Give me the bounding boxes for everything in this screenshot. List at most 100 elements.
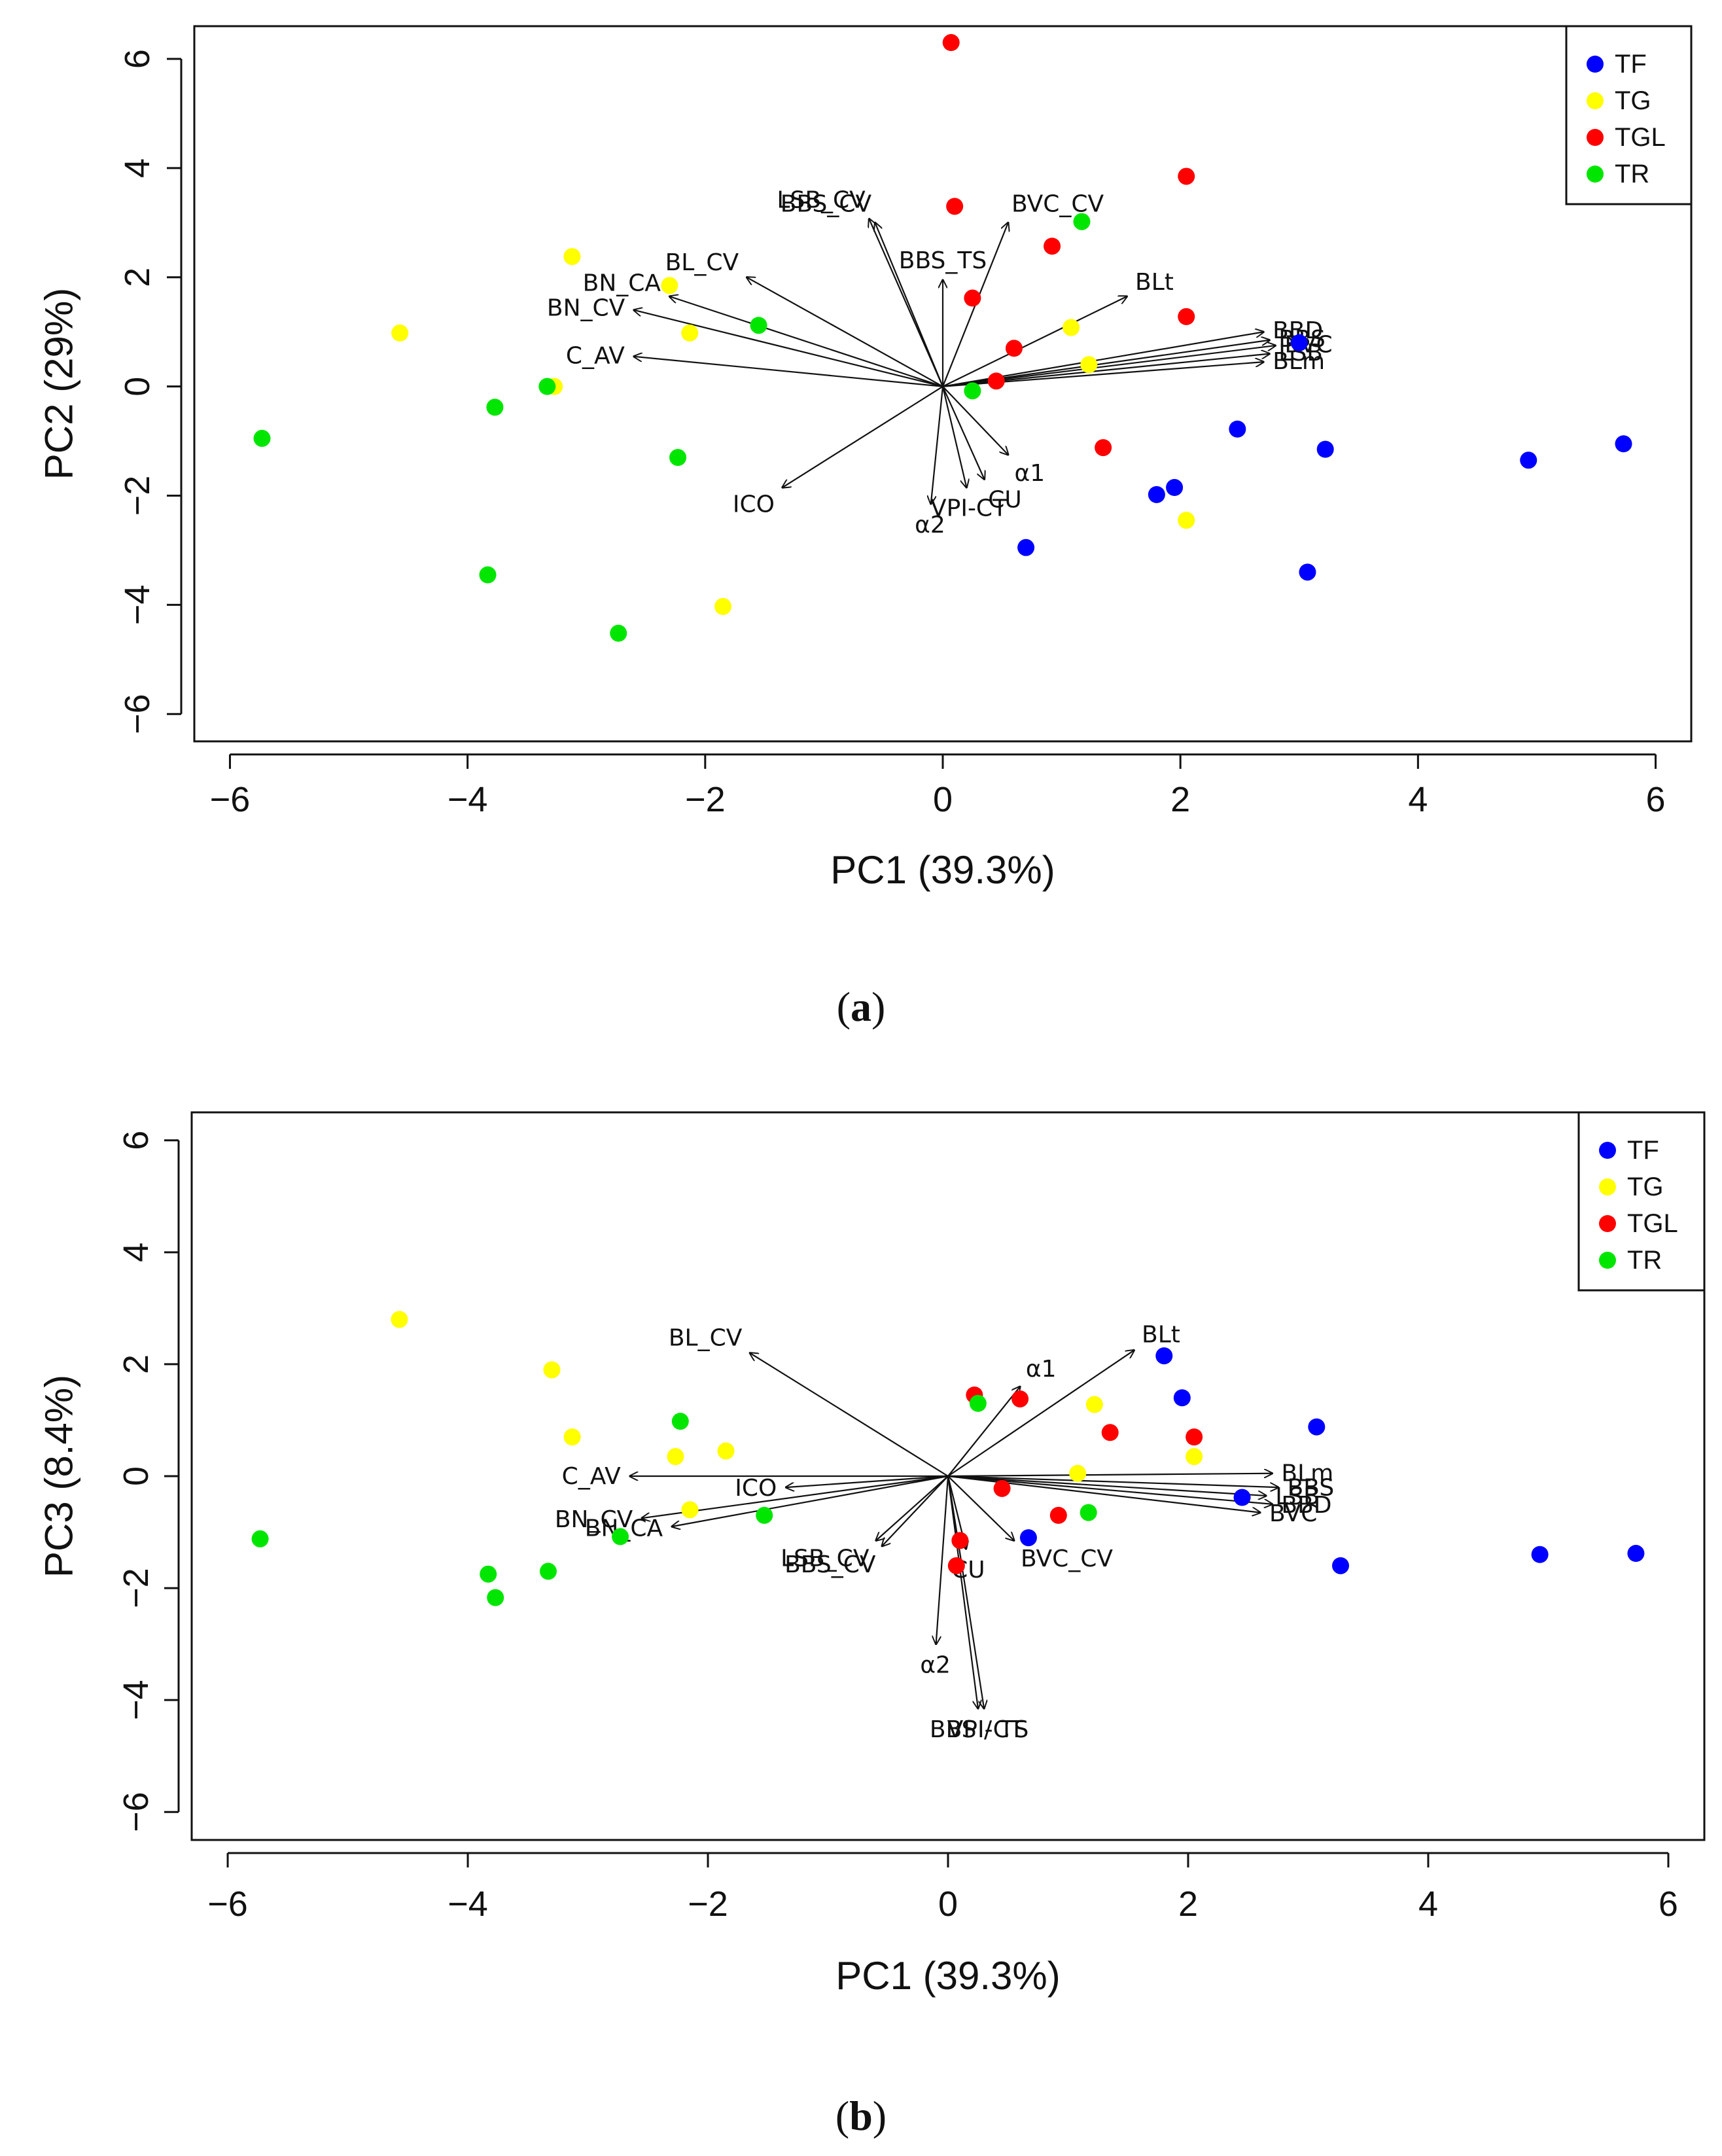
loading-label: BLm	[1273, 348, 1325, 375]
point-tf	[1316, 440, 1334, 458]
legend-swatch	[1587, 56, 1604, 73]
point-tf	[1166, 479, 1184, 497]
point-tg	[543, 1361, 561, 1379]
x-tick-label: 2	[1178, 1884, 1198, 1924]
point-tr	[756, 1506, 773, 1524]
y-tick-label: −6	[118, 694, 157, 734]
point-tr	[538, 378, 556, 395]
legend-label: TGL	[1615, 123, 1666, 152]
point-tf	[1299, 563, 1316, 581]
point-tr	[479, 566, 497, 584]
point-tgl	[964, 289, 981, 307]
x-tick-label: −4	[448, 780, 488, 819]
legend-swatch	[1599, 1178, 1616, 1195]
legend-swatch	[1587, 166, 1604, 183]
y-tick-label: 2	[116, 1354, 156, 1374]
point-tr	[969, 1394, 987, 1412]
x-tick-label: −2	[688, 1884, 728, 1924]
point-tf	[1233, 1489, 1251, 1506]
x-tick-label: 0	[938, 1884, 958, 1924]
legend-label: TGL	[1627, 1209, 1678, 1238]
legend-swatch	[1587, 92, 1604, 109]
point-tf	[1520, 451, 1538, 469]
loading-label: VPI-CT	[947, 1716, 1025, 1743]
x-tick-label: 2	[1170, 780, 1190, 819]
plot-frame	[190, 1111, 1706, 1841]
loading-arrow	[876, 1476, 949, 1540]
point-tf	[1531, 1546, 1549, 1563]
loading-label: C_AV	[566, 342, 625, 369]
point-tf	[1308, 1418, 1326, 1436]
point-tgl	[1005, 340, 1023, 357]
loading-label: α2	[915, 512, 945, 539]
point-tg	[391, 1311, 408, 1328]
point-tg	[391, 324, 409, 342]
loading-label: BL_CV	[669, 1324, 743, 1351]
point-tf	[1173, 1389, 1191, 1407]
loading-label: BBS / TS	[930, 1716, 1028, 1743]
panel-a: −6 −4 −2 0 2 4 6 −6 −4 −2 0 2 4 6 PC1 (39.3%) PC2 (29%)…	[37, 25, 1693, 1030]
legend-label: TG	[1627, 1173, 1664, 1201]
point-tr	[1073, 213, 1091, 230]
point-tr	[480, 1565, 497, 1583]
point-tr	[671, 1413, 689, 1430]
y-tick-label: 2	[118, 268, 157, 287]
point-tr	[964, 382, 981, 400]
point-tr	[612, 1528, 629, 1546]
point-tg	[563, 1428, 581, 1446]
loading-label: BN_CV	[547, 295, 625, 322]
loading-arrow	[942, 296, 1127, 387]
loading-label: BBS_CV	[781, 190, 872, 217]
point-tgl	[1101, 1424, 1119, 1441]
loading-label: BL_CV	[665, 249, 739, 276]
loading-arrow	[947, 1475, 1266, 1496]
x-axis-title: PC1 (39.3%)	[835, 1954, 1060, 1998]
loading-label: CU	[988, 486, 1022, 513]
loading-arrow	[947, 1351, 1134, 1477]
point-tg	[714, 597, 732, 615]
x-tick-label: −6	[207, 1884, 248, 1924]
y-axis-title: PC2 (29%)	[37, 288, 81, 480]
point-tgl	[987, 372, 1005, 390]
loading-label: BLt	[1135, 269, 1174, 296]
loading-label: α1	[1015, 460, 1046, 487]
legend-label: TR	[1627, 1246, 1662, 1275]
point-tg	[1069, 1464, 1087, 1482]
loading-arrow	[947, 1476, 1014, 1540]
y-tick-label: 6	[118, 49, 157, 69]
legend-swatch	[1587, 129, 1604, 146]
point-tf	[1019, 1529, 1037, 1547]
y-tick-label: −4	[116, 1680, 156, 1720]
x-tick-label: −6	[210, 780, 251, 819]
point-tgl	[942, 34, 960, 52]
y-tick-label: −4	[118, 585, 157, 626]
loading-arrow	[941, 386, 985, 480]
legend-label: TF	[1615, 50, 1647, 79]
x-tick-label: −2	[685, 780, 726, 819]
point-tgl	[993, 1479, 1011, 1497]
point-tgl	[1095, 439, 1112, 457]
x-tick-label: 6	[1659, 1884, 1678, 1924]
loading-arrow	[669, 296, 943, 387]
legend-swatch	[1599, 1215, 1616, 1232]
point-tf	[1017, 539, 1035, 556]
loading-arrow	[875, 222, 944, 387]
point-tf	[1229, 420, 1246, 438]
y-axis-title: PC3 (8.4%)	[37, 1375, 81, 1578]
point-tgl	[1011, 1390, 1029, 1407]
point-tg	[681, 1501, 699, 1519]
y-tick-label: −6	[116, 1792, 156, 1832]
point-tr	[486, 398, 504, 416]
loading-label: LSB_CV	[781, 1546, 870, 1572]
point-tg	[1085, 1396, 1103, 1413]
x-tick-label: 6	[1646, 780, 1666, 819]
point-tg	[1186, 1448, 1203, 1466]
point-tg	[1080, 356, 1098, 374]
loading-arrow	[931, 386, 944, 504]
y-tick-label: 4	[116, 1243, 156, 1262]
loading-arrow	[882, 1476, 949, 1546]
panel-caption: (b)	[835, 2093, 887, 2139]
loading-arrow	[634, 357, 943, 387]
point-tgl	[946, 198, 964, 215]
point-tgl	[1049, 1506, 1067, 1524]
